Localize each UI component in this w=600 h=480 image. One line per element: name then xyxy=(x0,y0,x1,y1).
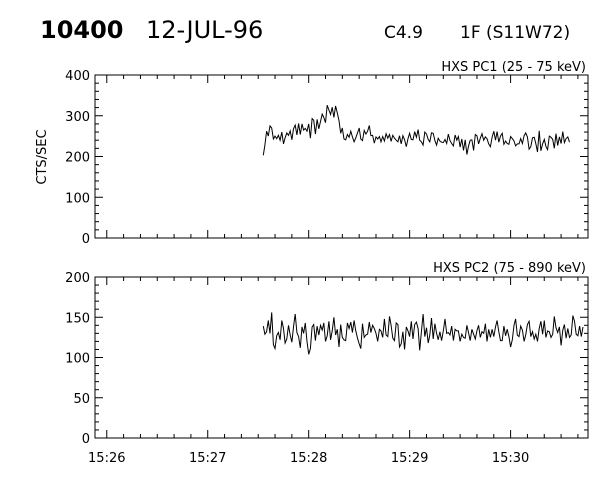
pc2-y-ticks: 0 50 100 150 200 xyxy=(65,271,588,447)
pc1-y-axis-label: CTS/SEC xyxy=(35,129,50,184)
pc2-panel: HXS PC2 (75 - 890 keV) 0 50 100 150 200 xyxy=(65,261,589,447)
x-tick-label: 15:27 xyxy=(189,451,226,466)
pc1-plot-frame xyxy=(94,74,589,239)
y-tick-label: 200 xyxy=(65,151,90,166)
y-tick-label: 100 xyxy=(65,191,90,206)
pc1-x-ticks xyxy=(106,75,579,238)
pc1-count-rate-line xyxy=(262,105,570,156)
y-tick-label: 100 xyxy=(65,352,90,367)
y-tick-label: 150 xyxy=(65,311,90,326)
y-tick-label: 0 xyxy=(82,432,90,447)
y-tick-label: 50 xyxy=(73,392,90,407)
x-tick-labels: 15:26 15:27 15:28 15:29 15:30 xyxy=(88,451,529,466)
y-tick-label: 400 xyxy=(65,69,90,84)
pc2-count-rate-line xyxy=(262,312,584,355)
y-tick-label: 300 xyxy=(65,110,90,125)
pc2-x-ticks xyxy=(106,277,579,438)
x-tick-label: 15:28 xyxy=(290,451,327,466)
flare-id: 10400 xyxy=(40,16,124,44)
y-tick-label: 200 xyxy=(65,271,90,286)
flare-date: 12-JUL-96 xyxy=(146,16,263,44)
y-tick-label: 0 xyxy=(82,232,90,247)
x-tick-label: 15:26 xyxy=(88,451,125,466)
x-tick-label: 15:30 xyxy=(492,451,529,466)
goes-class: C4.9 xyxy=(384,23,423,43)
pc2-title: HXS PC2 (75 - 890 keV) xyxy=(433,261,586,276)
pc1-panel: HXS PC1 (25 - 75 keV) CTS/SEC 0 100 200 300… xyxy=(35,60,589,247)
x-tick-label: 15:29 xyxy=(391,451,428,466)
pc2-plot-frame xyxy=(94,276,589,439)
optical-class-location: 1F (S11W72) xyxy=(460,23,570,43)
pc1-title: HXS PC1 (25 - 75 keV) xyxy=(441,60,586,75)
pc1-y-ticks: 0 100 200 300 400 xyxy=(65,69,588,247)
